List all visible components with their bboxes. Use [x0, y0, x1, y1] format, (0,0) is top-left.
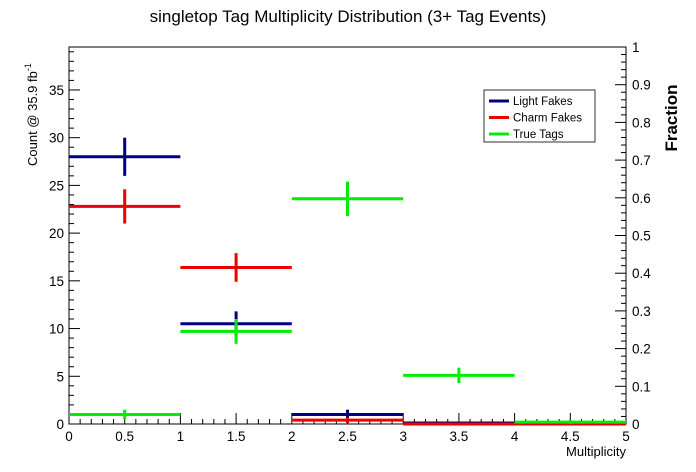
series-layer: [69, 137, 626, 426]
y-right-tick-label: 0.2: [632, 342, 651, 357]
chart-title: singletop Tag Multiplicity Distribution …: [150, 7, 547, 26]
series-true-tags: [69, 181, 626, 424]
y-left-axis-title-group: Count @ 35.9 fb-1: [23, 63, 40, 166]
x-axis-title: Multiplicity: [566, 444, 626, 459]
y-right-axis-title-group: Fraction: [662, 84, 681, 151]
x-tick-label: 2: [288, 429, 296, 444]
x-tick-label: 2.5: [338, 429, 357, 444]
legend-label: Light Fakes: [513, 96, 573, 108]
y-left-tick-label: 0: [56, 417, 64, 432]
x-tick-label: 4: [511, 429, 519, 444]
legend-label: Charm Fakes: [513, 113, 582, 125]
x-tick-label: 3: [399, 429, 407, 444]
y-right-tick-label: 0.3: [632, 304, 651, 319]
y-right-axis-tick-labels: 0 0.1 0.2 0.3 0.4 0.5 0.6 0.7 0.8 0.9 1: [632, 40, 651, 432]
legend: Light Fakes Charm Fakes True Tags: [483, 89, 596, 143]
x-tick-label: 1.5: [227, 429, 246, 444]
y-left-axis-title-sup: -1: [23, 63, 33, 71]
legend-label: True Tags: [513, 129, 564, 141]
legend-entry: Charm Fakes: [489, 113, 582, 125]
x-tick-label: 0.5: [115, 429, 134, 444]
x-tick-label: 3.5: [450, 429, 469, 444]
y-left-tick-label: 10: [49, 322, 64, 337]
y-right-tick-label: 1: [632, 40, 640, 55]
y-right-tick-label: 0.8: [632, 115, 651, 130]
y-right-tick-label: 0.7: [632, 153, 651, 168]
y-right-axis-title: Fraction: [662, 84, 681, 151]
y-right-tick-label: 0: [632, 417, 640, 432]
y-right-tick-label: 0.6: [632, 191, 651, 206]
y-left-axis-title: Count @ 35.9 fb-1: [23, 63, 40, 166]
y-left-axis-ticks: [69, 51, 80, 425]
y-left-tick-label: 20: [49, 226, 64, 241]
y-right-axis-ticks: [615, 46, 626, 425]
legend-entries: Light Fakes Charm Fakes True Tags: [489, 96, 582, 141]
y-left-axis-tick-labels: 0 5 10 15 20 25 30 35: [49, 83, 64, 432]
y-right-tick-label: 0.4: [632, 266, 651, 281]
x-tick-label: 5: [622, 429, 630, 444]
y-left-tick-label: 30: [49, 131, 64, 146]
y-right-tick-label: 0.5: [632, 229, 651, 244]
y-left-axis-title-main: Count @ 35.9 fb: [25, 71, 40, 166]
y-left-tick-label: 25: [49, 178, 64, 193]
y-left-tick-label: 5: [56, 369, 64, 384]
x-tick-label: 4.5: [561, 429, 580, 444]
y-left-tick-label: 35: [49, 83, 64, 98]
legend-entry: Light Fakes: [489, 96, 573, 108]
y-right-tick-label: 0.1: [632, 379, 651, 394]
x-tick-label: 0: [65, 429, 73, 444]
series-charm-fakes: [69, 189, 626, 426]
x-axis-tick-labels: 0 0.5 1 1.5 2 2.5 3 3.5 4 4.5 5: [65, 429, 630, 444]
x-tick-label: 1: [177, 429, 185, 444]
y-left-tick-label: 15: [49, 274, 64, 289]
legend-entry: True Tags: [489, 129, 564, 141]
y-right-tick-label: 0.9: [632, 78, 651, 93]
